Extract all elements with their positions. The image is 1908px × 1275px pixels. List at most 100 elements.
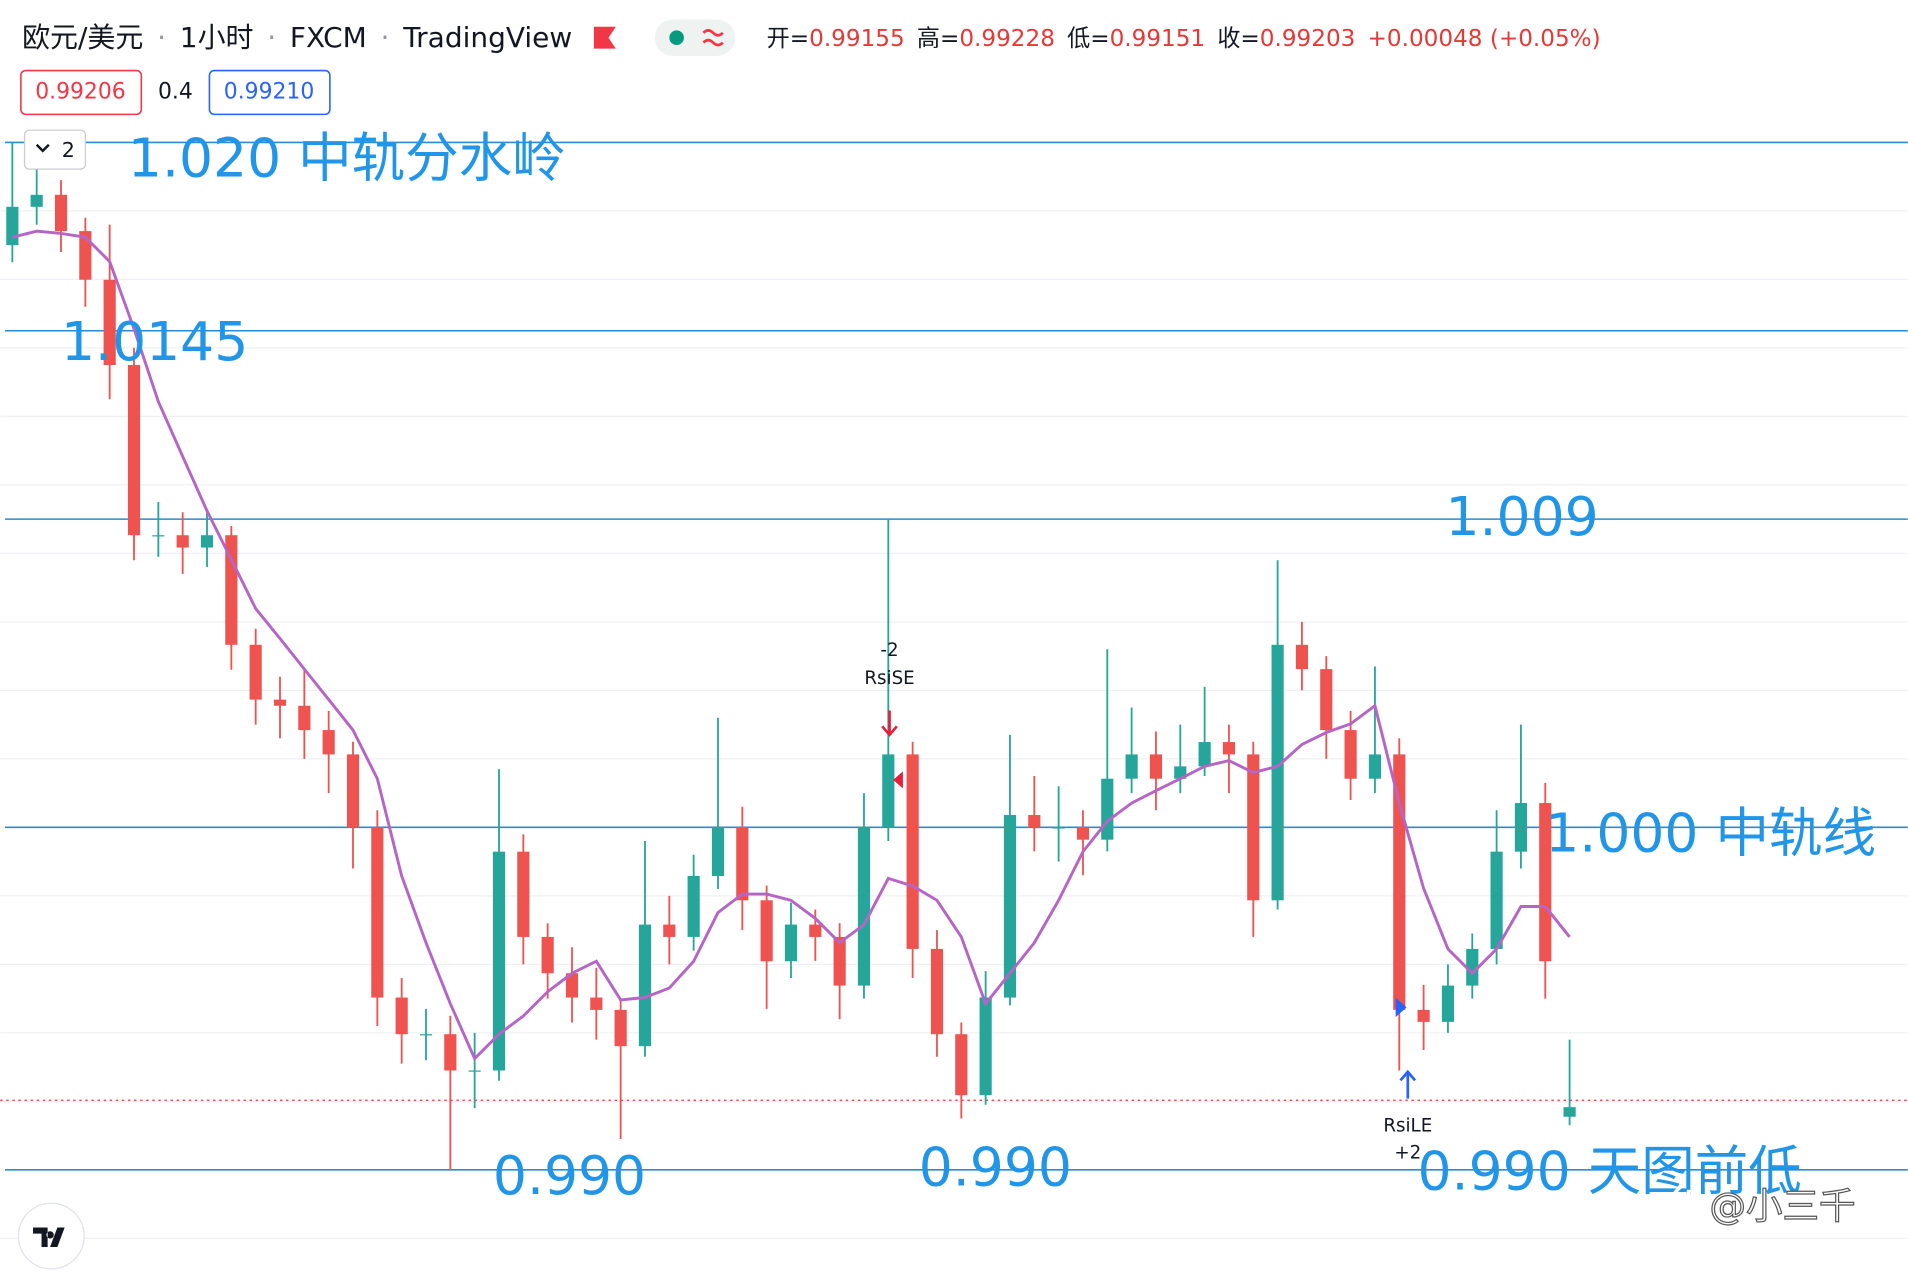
status-dot xyxy=(669,30,684,46)
tv-logo xyxy=(33,1227,65,1248)
candle-body xyxy=(30,194,43,207)
signal-triangle xyxy=(1395,997,1407,1018)
ohlc-label: 低= xyxy=(1067,25,1109,51)
ohlc-label: 开= xyxy=(767,25,809,51)
signal-label: RsiSE xyxy=(864,668,914,689)
ohlc-label: 收= xyxy=(1217,25,1259,51)
candle-body xyxy=(492,851,506,1071)
annotation: 1.0145 xyxy=(61,310,248,373)
candle-body xyxy=(322,730,335,755)
candle-body xyxy=(6,206,19,246)
ohlc-value: 0.99155 xyxy=(809,25,905,51)
candle-body xyxy=(517,851,530,937)
sell-button[interactable] xyxy=(20,69,143,116)
annotations: 1.020 中轨分水岭 1.0145 1.009 1.000 中轨线 0.990 0.99… xyxy=(61,127,1876,1208)
annotation: 1.000 中轨线 xyxy=(1545,802,1876,865)
ohlc-value: 0.99228 xyxy=(959,25,1055,51)
candle-body xyxy=(176,535,189,548)
candle-body xyxy=(1003,815,1017,998)
candle-body xyxy=(663,924,676,937)
interval[interactable]: 1小时 xyxy=(180,21,254,54)
candle-body xyxy=(395,997,408,1035)
candle-body xyxy=(1222,742,1236,755)
symbol-line: 欧元/美元 · 1小时 · FXCM · TradingView xyxy=(22,21,572,54)
zhihu-logo xyxy=(1668,1184,1691,1222)
candle-body xyxy=(79,231,92,280)
candle-body xyxy=(1052,827,1065,829)
candle-body xyxy=(614,1009,627,1047)
separator: · xyxy=(157,21,166,54)
candle-body xyxy=(1101,778,1114,840)
chevron-icon xyxy=(35,143,50,153)
buy-price[interactable]: 0.99210 xyxy=(224,79,314,104)
separator: · xyxy=(267,21,276,54)
ohlc: 开=0.99155 高=0.99228 低=0.99151 收=0.99203 +0.0… xyxy=(767,25,1601,51)
candle-body xyxy=(127,365,141,536)
candle-body xyxy=(1295,644,1309,670)
candle-body xyxy=(784,924,798,962)
candle-body xyxy=(273,699,287,706)
candle-body xyxy=(1076,827,1090,840)
candle-body xyxy=(1514,803,1528,852)
candle-body xyxy=(638,924,652,1047)
candle-body xyxy=(103,279,116,366)
ohlc-label: 高= xyxy=(917,25,959,51)
candle-body xyxy=(1271,644,1284,901)
watermark: @小三千 xyxy=(1710,1185,1856,1228)
candle-body xyxy=(1563,1107,1576,1117)
annotation: 0.990 xyxy=(493,1144,646,1207)
candle-body xyxy=(809,924,822,937)
candle-body xyxy=(200,535,214,548)
candle-body xyxy=(565,973,579,998)
buy-button[interactable] xyxy=(208,69,331,116)
separator: · xyxy=(381,21,390,54)
candle-body xyxy=(955,1034,968,1096)
annotation: 1.009 xyxy=(1446,485,1599,548)
candle-body xyxy=(979,997,992,1096)
hlines xyxy=(0,141,1908,1171)
candle-body xyxy=(1441,985,1455,1022)
signal-qty: +2 xyxy=(1394,1142,1421,1163)
flag-icon[interactable] xyxy=(593,26,616,49)
source: TradingView xyxy=(402,21,572,54)
candle-body xyxy=(444,1034,457,1071)
candle-body xyxy=(906,754,919,949)
delay-icon xyxy=(702,29,724,47)
indicator-toggle[interactable] xyxy=(23,129,86,170)
symbol[interactable]: 欧元/美元 xyxy=(22,21,143,54)
signal-arrow xyxy=(1399,1069,1417,1099)
candle-body xyxy=(54,194,68,232)
sell-price[interactable]: 0.99206 xyxy=(35,79,125,104)
status-pill[interactable] xyxy=(654,19,736,56)
candle-body xyxy=(760,900,773,962)
ohlc-value: 0.99151 xyxy=(1110,25,1206,51)
candle-body xyxy=(1393,754,1406,1010)
candle-body xyxy=(1320,669,1333,731)
candle-body xyxy=(152,535,165,537)
moving-average xyxy=(11,229,1571,1062)
candle-body xyxy=(1247,754,1260,901)
candle-body xyxy=(882,754,895,828)
candle-body xyxy=(1417,1009,1430,1022)
signal-arrow xyxy=(881,710,898,737)
candle-body xyxy=(1490,851,1503,949)
spread: 0.4 xyxy=(158,79,193,104)
candle-body xyxy=(736,827,749,901)
signal-triangle xyxy=(893,771,903,789)
candle-body xyxy=(1539,803,1552,962)
candle-body xyxy=(541,936,554,974)
candle-body xyxy=(1149,754,1163,779)
candle-body xyxy=(1028,815,1041,828)
candle-body xyxy=(419,1034,433,1036)
candle-body xyxy=(590,997,603,1010)
candles xyxy=(6,142,1576,1170)
candle-body xyxy=(1344,730,1357,779)
indicator-count[interactable]: 2 xyxy=(62,138,75,162)
candle-body xyxy=(833,936,846,986)
candle-body xyxy=(1198,742,1211,767)
candle-body xyxy=(468,1070,481,1072)
candle-body xyxy=(930,948,944,1035)
candle-body xyxy=(249,644,262,700)
